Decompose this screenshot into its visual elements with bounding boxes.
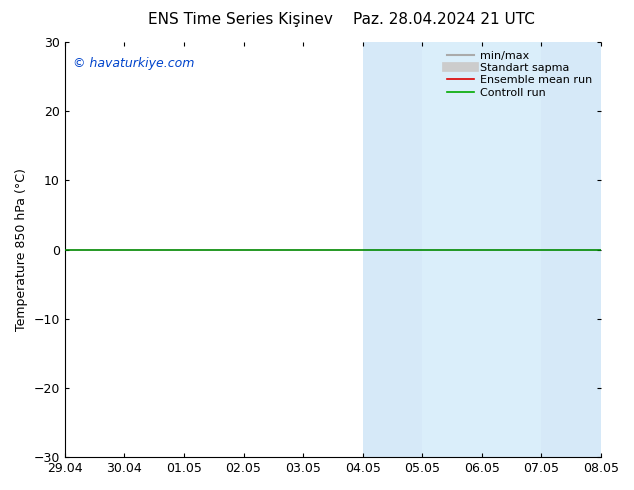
Bar — [363, 42, 422, 457]
Y-axis label: Temperature 850 hPa (°C): Temperature 850 hPa (°C) — [15, 168, 28, 331]
Bar — [482, 42, 541, 457]
Text: Paz. 28.04.2024 21 UTC: Paz. 28.04.2024 21 UTC — [353, 12, 534, 27]
Legend: min/max, Standart sapma, Ensemble mean run, Controll run: min/max, Standart sapma, Ensemble mean r… — [443, 48, 595, 101]
Bar — [422, 42, 482, 457]
Text: © havaturkiye.com: © havaturkiye.com — [73, 56, 194, 70]
Bar — [541, 42, 601, 457]
Text: ENS Time Series Kişinev: ENS Time Series Kişinev — [148, 12, 333, 27]
